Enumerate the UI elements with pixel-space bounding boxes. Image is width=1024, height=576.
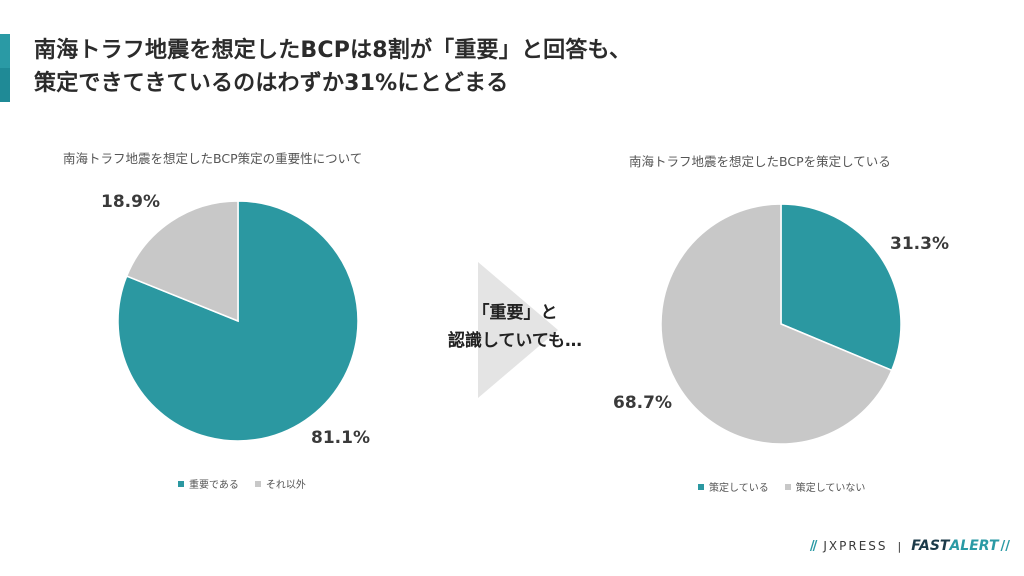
legend-item-important: 重要である <box>178 476 239 491</box>
headline-line1: 南海トラフ地震を想定したBCPは8割が「重要」と回答も、 <box>34 38 632 63</box>
importance-slice-0 <box>117 200 359 442</box>
legend-swatch-important <box>178 480 184 487</box>
legend-label-important: 重要である <box>189 480 239 491</box>
legend-item-formulated: 策定している <box>698 479 769 494</box>
pie-chart-bcp-formulated <box>660 203 902 445</box>
headline-line2: 策定できてきているのはわずか31%にとどまる <box>34 71 509 96</box>
label-formulated-pct: 31.3% <box>890 234 949 254</box>
legend-swatch-not-formulated <box>784 483 791 490</box>
arrow-text-line1: 「重要」と <box>472 303 558 323</box>
legend-importance: 重要である それ以外 <box>178 476 322 491</box>
arrow-shape <box>478 262 558 398</box>
legend-swatch-other <box>254 480 261 487</box>
pie-chart-importance <box>117 200 359 442</box>
arrow-text-line2: 認識していても… <box>447 331 583 351</box>
legend-bcp-formulated: 策定している 策定していない <box>698 479 881 494</box>
footer-separator: | <box>897 539 902 553</box>
chart-title-importance: 南海トラフ地震を想定したBCP策定の重要性について <box>63 151 363 166</box>
jxpress-logo: JXPRESS <box>823 539 888 553</box>
legend-item-not-formulated: 策定していない <box>784 479 866 494</box>
label-important-pct: 81.1% <box>311 428 370 448</box>
accent-bar <box>0 34 10 102</box>
legend-label-other: それ以外 <box>265 480 306 491</box>
legend-item-other: それ以外 <box>254 476 306 491</box>
fastalert-logo-alert: ALERT <box>949 538 999 554</box>
headline: 南海トラフ地震を想定したBCPは8割が「重要」と回答も、 策定できてきているのは… <box>34 34 631 100</box>
fastalert-logo-mark: // <box>1000 538 1011 554</box>
bcp-formulated-slice-1 <box>660 203 893 445</box>
footer-logos: // JXPRESS | FAST ALERT// <box>810 538 1010 554</box>
bcp-formulated-slice-0 <box>780 203 902 372</box>
fastalert-logo-fast: FAST <box>911 538 950 554</box>
legend-label-not-formulated: 策定していない <box>795 483 866 494</box>
legend-swatch-formulated <box>698 483 704 490</box>
jxpress-logo-mark: // <box>809 538 817 554</box>
accent-bar-lower <box>0 68 10 102</box>
arrow-text: 「重要」と 認識していても… <box>415 299 615 355</box>
label-not-formulated-pct: 68.7% <box>613 393 672 413</box>
legend-label-formulated: 策定している <box>709 483 769 494</box>
chart-title-bcp-formulated: 南海トラフ地震を想定したBCPを策定している <box>629 154 891 169</box>
importance-slice-1 <box>125 200 239 323</box>
label-other-pct: 18.9% <box>101 192 160 212</box>
